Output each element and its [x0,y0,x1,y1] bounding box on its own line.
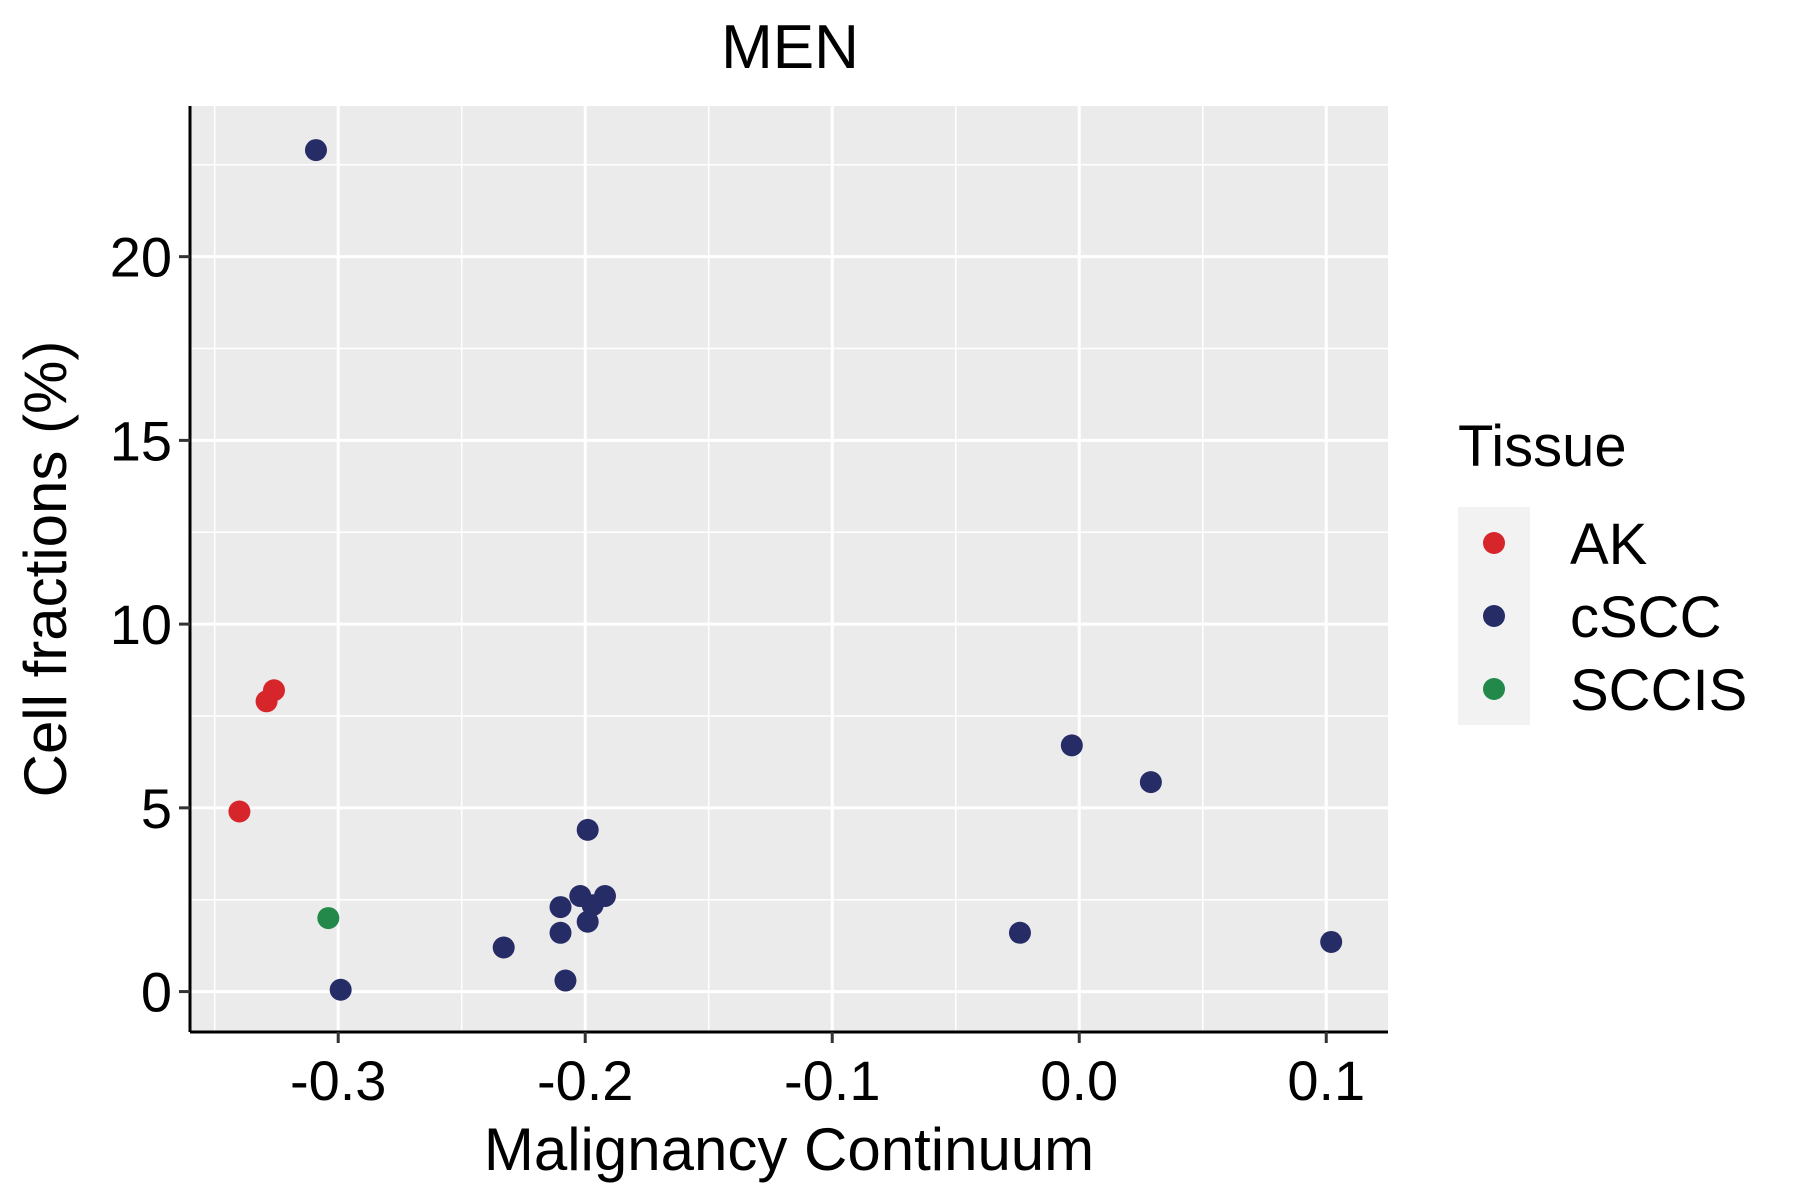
x-tick-label: -0.3 [290,1049,387,1112]
point-cscc [576,818,599,841]
point-cscc [1008,921,1031,944]
x-tick-label: -0.1 [784,1049,881,1112]
point-cscc [549,921,572,944]
y-tick-label: 20 [110,226,172,289]
plot-panel [190,106,1388,1032]
point-cscc [1320,930,1343,953]
y-axis-title: Cell fractions (%) [12,341,79,798]
point-ak [228,800,251,823]
x-tick-label: 0.1 [1287,1049,1365,1112]
legend-label-ak: AK [1570,512,1648,577]
point-ak [262,679,285,702]
legend-label-cscc: cSCC [1570,585,1721,650]
legend-items: AK cSCC SCCIS [1483,512,1747,723]
point-sccis [317,907,340,930]
chart-title: MEN [721,13,859,82]
y-axis-ticks: 0 5 10 15 20 [110,226,190,1024]
point-cscc [1139,771,1162,794]
legend-label-sccis: SCCIS [1570,658,1747,723]
y-tick-label: 0 [141,961,172,1024]
x-axis-ticks: -0.3 -0.2 -0.1 0.0 0.1 [290,1032,1365,1112]
point-cscc [549,896,572,919]
legend-key-ak [1483,532,1505,554]
minor-gridlines [190,106,1388,1032]
y-tick-label: 10 [110,593,172,656]
y-tick-label: 15 [110,409,172,472]
point-cscc [1060,734,1083,757]
x-tick-label: 0.0 [1040,1049,1118,1112]
point-cscc [576,910,599,933]
legend: Tissue AK cSCC SCCIS [1458,414,1747,725]
point-cscc [304,139,327,162]
point-cscc [329,978,352,1001]
point-cscc [593,885,616,908]
data-points [228,139,1343,1001]
point-cscc [492,936,515,959]
legend-key-sccis [1483,678,1505,700]
x-axis-title: Malignancy Continuum [484,1116,1094,1183]
y-tick-label: 5 [141,777,172,840]
legend-title: Tissue [1458,414,1627,479]
legend-key-cscc [1483,605,1505,627]
point-cscc [554,969,577,992]
x-tick-label: -0.2 [537,1049,634,1112]
major-gridlines [190,106,1388,1032]
